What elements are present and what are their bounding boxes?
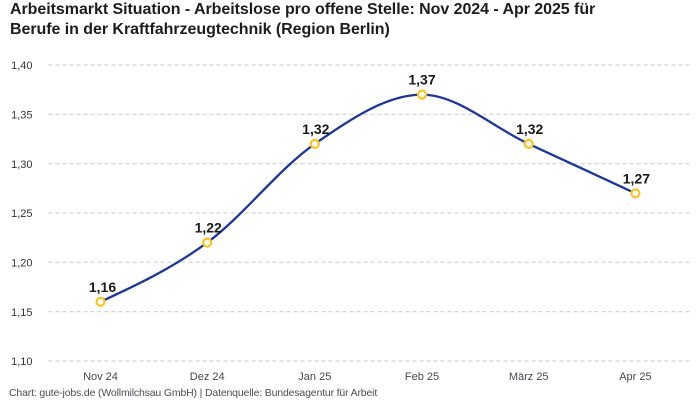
svg-text:1,32: 1,32 <box>516 121 543 137</box>
svg-text:1,35: 1,35 <box>11 110 32 122</box>
svg-text:1,32: 1,32 <box>302 121 329 137</box>
svg-text:Nov 24: Nov 24 <box>83 371 118 383</box>
svg-text:1,10: 1,10 <box>11 356 32 368</box>
svg-text:1,15: 1,15 <box>11 307 32 319</box>
svg-text:1,27: 1,27 <box>623 170 650 186</box>
svg-text:1,37: 1,37 <box>408 72 435 88</box>
svg-text:1,16: 1,16 <box>89 279 116 295</box>
svg-text:Jan 25: Jan 25 <box>298 371 331 383</box>
svg-text:Apr 25: Apr 25 <box>619 371 651 383</box>
svg-text:1,40: 1,40 <box>11 60 32 72</box>
svg-text:März 25: März 25 <box>509 371 549 383</box>
svg-text:1,25: 1,25 <box>11 208 32 220</box>
svg-text:1,20: 1,20 <box>11 258 32 270</box>
svg-text:Feb 25: Feb 25 <box>405 371 439 383</box>
svg-text:1,22: 1,22 <box>195 220 222 236</box>
svg-text:1,30: 1,30 <box>11 159 32 171</box>
svg-text:Dez 24: Dez 24 <box>190 371 225 383</box>
